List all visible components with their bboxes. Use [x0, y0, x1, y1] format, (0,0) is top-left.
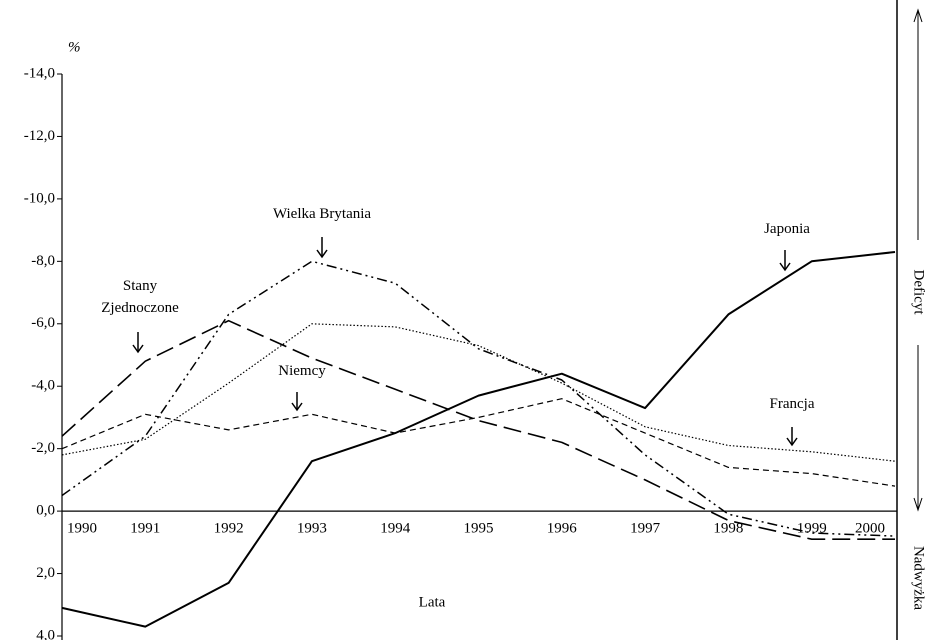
y-tick-label: -2,0 [31, 440, 55, 456]
series-label: Niemcy [278, 363, 326, 379]
x-tick-label: 1991 [130, 521, 160, 537]
label-arrow-head [786, 437, 798, 447]
label-arrow-head [779, 262, 791, 272]
series-line [61, 260, 896, 537]
series-label: Wielka Brytania [272, 206, 372, 222]
series-line [61, 319, 895, 540]
y-tick-label: 4,0 [36, 627, 55, 640]
zero-arrow [913, 497, 923, 512]
series-label: Japonia [764, 221, 810, 237]
y-unit: % [68, 39, 81, 55]
label-arrow-head [316, 249, 328, 259]
surplus-label: Nadwyżka [911, 546, 927, 610]
x-tick-label: 1995 [464, 521, 494, 537]
series-label: Francja [769, 396, 815, 412]
series-label: Stany Zjednoczone [101, 278, 179, 316]
y-tick-label: -6,0 [31, 315, 55, 331]
deficit-label: Deficyt [911, 270, 927, 316]
x-tick-label: 1999 [797, 521, 827, 537]
y-tick-label: 0,0 [36, 503, 55, 519]
y-tick-label: 2,0 [36, 565, 55, 581]
series-line [61, 251, 896, 628]
y-tick-label: -10,0 [24, 190, 55, 206]
x-tick-label: 1997 [630, 521, 661, 537]
series-line [61, 323, 896, 462]
x-axis-label: Lata [419, 594, 446, 610]
x-tick-label: 1996 [547, 521, 578, 537]
deficit-arrow [913, 8, 923, 23]
y-tick-label: -12,0 [24, 128, 55, 144]
series-line [61, 398, 896, 487]
label-arrow-head [132, 344, 144, 354]
x-tick-label: 1998 [713, 521, 743, 537]
label-arrow-head [291, 402, 303, 412]
y-tick-label: -14,0 [24, 65, 55, 81]
x-tick-label: 2000 [855, 521, 885, 537]
y-tick-label: -4,0 [31, 378, 55, 394]
x-tick-label: 1994 [380, 521, 411, 537]
x-tick-label: 1990 [67, 521, 97, 537]
y-tick-label: -8,0 [31, 253, 55, 269]
x-tick-label: 1993 [297, 521, 327, 537]
x-tick-label: 1992 [214, 521, 244, 537]
